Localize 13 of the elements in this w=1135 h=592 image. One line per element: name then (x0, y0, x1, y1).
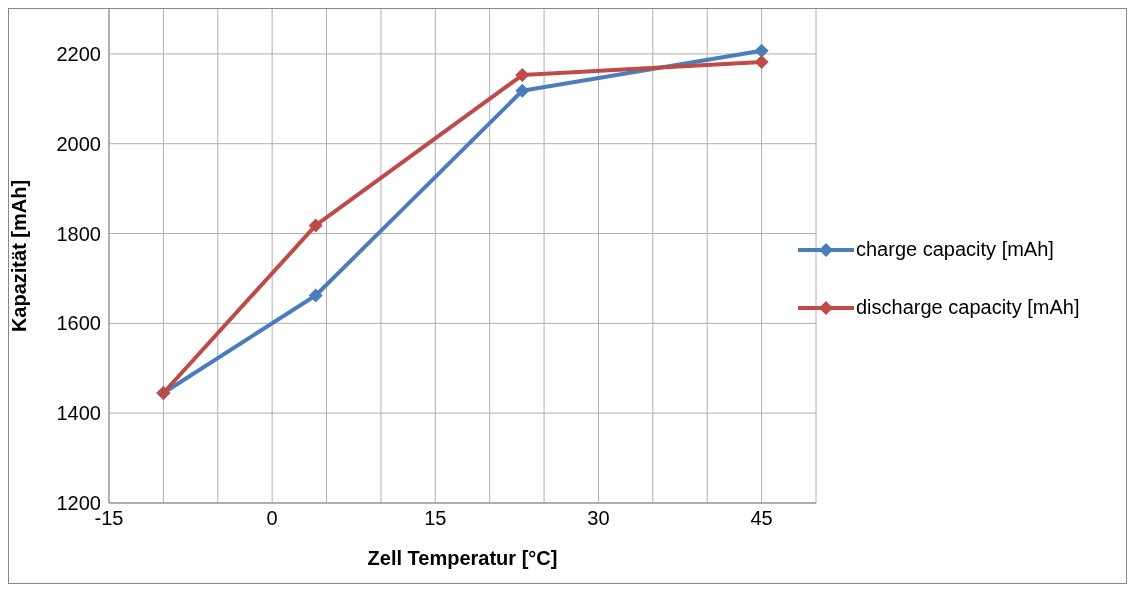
x-axis-title: Zell Temperatur [°C] (367, 547, 558, 569)
y-axis-title: Kapazität [mAh] (8, 179, 31, 333)
x-tick-label: 30 (587, 507, 610, 530)
y-tick-label: 1800 (56, 222, 101, 245)
x-tick-label: 0 (266, 507, 278, 530)
legend-label: charge capacity [mAh] (856, 238, 1055, 261)
x-tick-label: 15 (424, 507, 447, 530)
y-tick-label: 2200 (56, 43, 101, 66)
y-tick-label: 1400 (56, 402, 101, 425)
y-tick-label: 1600 (56, 312, 101, 335)
x-tick-label: 45 (750, 507, 773, 530)
legend-label: discharge capacity [mAh] (856, 296, 1081, 319)
y-tick-label: 2000 (56, 132, 101, 155)
